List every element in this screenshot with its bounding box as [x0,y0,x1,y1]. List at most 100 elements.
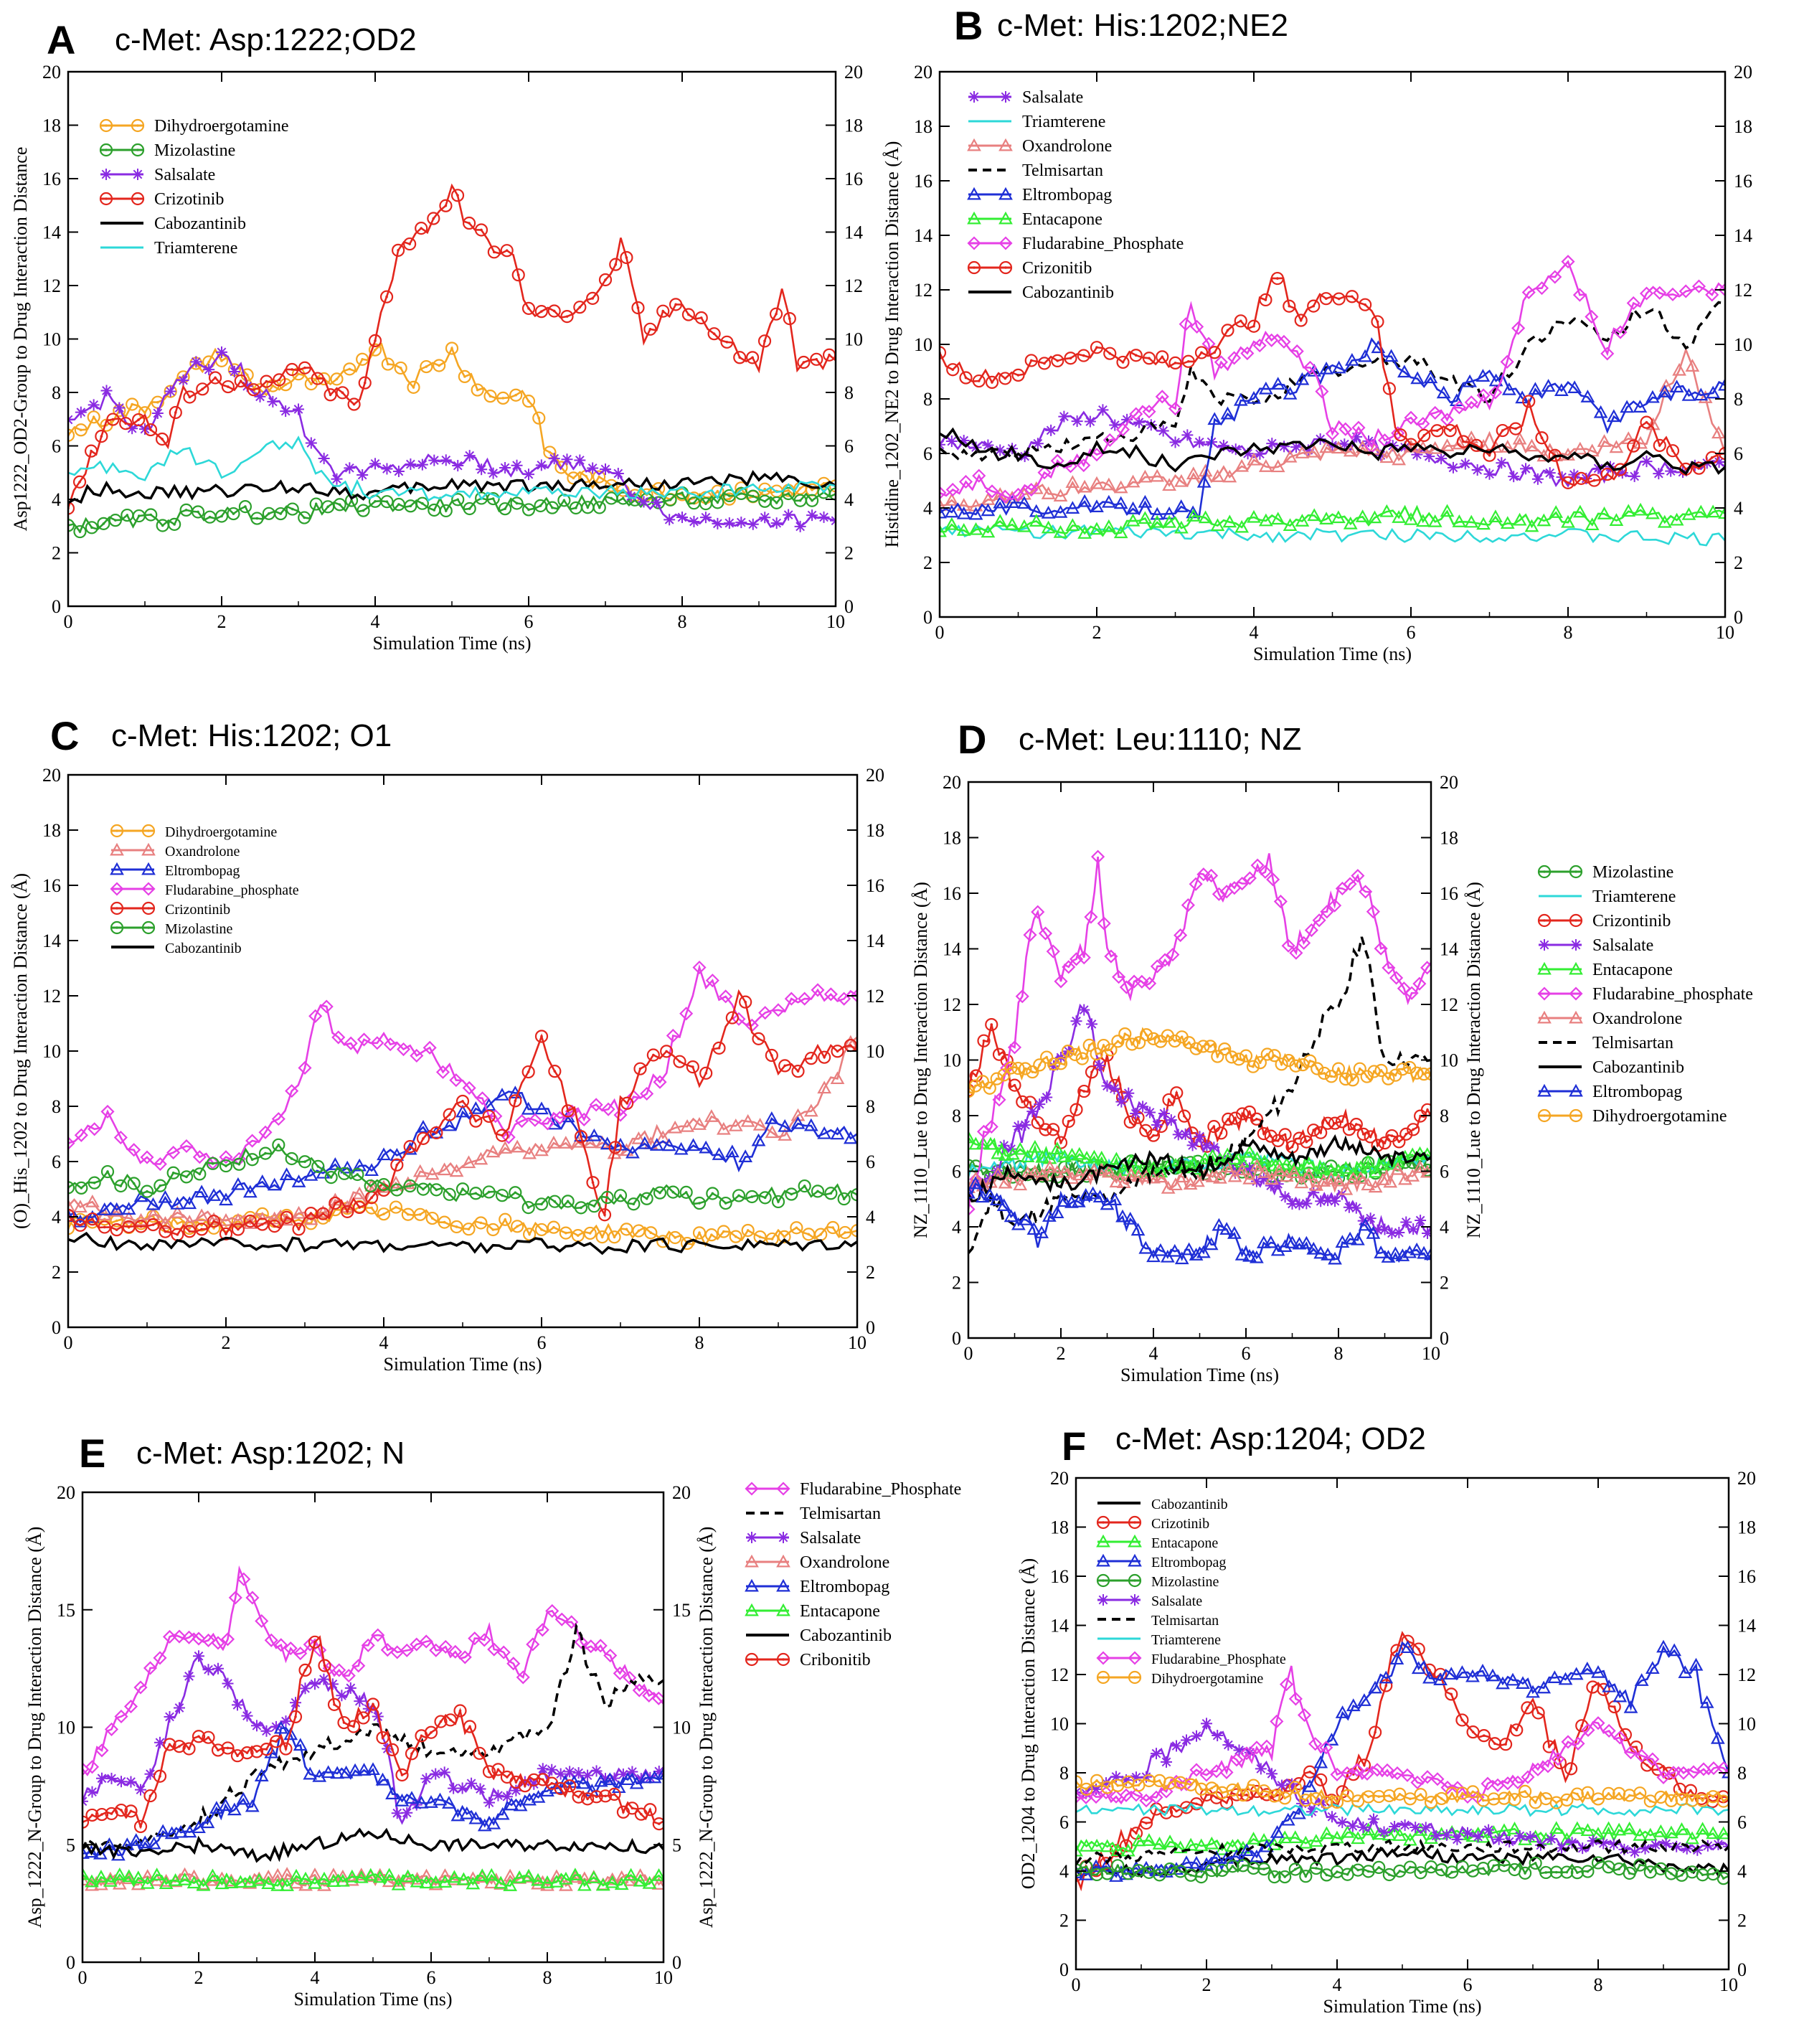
data-point [600,463,611,475]
legend-item: Eltrombopag [745,1578,889,1596]
data-point [523,468,534,481]
data-point [1313,1245,1328,1259]
series-eltrombopag [1076,1639,1729,1882]
data-point [134,1220,148,1233]
data-point [1640,415,1653,429]
data-point [200,1815,215,1829]
data-point [1064,352,1077,365]
data-point [416,1131,430,1145]
legend-item: Mizolastine [99,141,235,160]
data-point [640,1086,654,1101]
data-point [1037,466,1052,480]
data-point [495,1807,510,1820]
data-point [728,1118,743,1131]
data-point [1080,1151,1094,1164]
data-point [1090,522,1104,535]
data-point [528,1113,542,1127]
data-point [1070,1103,1083,1116]
data-point [660,1045,674,1058]
data-point [234,374,247,388]
data-point [1108,1192,1123,1205]
data-point [757,334,772,348]
data-point [1645,1661,1660,1675]
data-point [540,1116,555,1131]
data-point [403,237,417,251]
data-point [984,1119,998,1134]
data-point [289,1868,303,1882]
data-point [1234,1162,1250,1176]
legend-marker [110,842,124,856]
data-point [371,1628,385,1642]
data-point [1328,898,1342,913]
data-point [1354,1171,1368,1185]
data-point [336,1690,348,1702]
data-point [1511,321,1526,335]
data-point [1561,1735,1575,1749]
data-point [219,1192,233,1206]
data-point [1116,1163,1131,1177]
data-point [1633,1786,1647,1800]
legend-marker [110,824,124,838]
data-point [790,1116,806,1129]
data-point [770,517,783,529]
y-tick-label: 20 [42,765,61,786]
data-point [146,1836,161,1850]
data-point [109,1204,124,1217]
legend-marker [1569,986,1583,1001]
legend-label: Fludarabine_phosphate [1592,985,1753,1004]
legend-item: Dihydroergotamine [1096,1670,1263,1687]
data-point [638,1770,653,1784]
data-point [1257,1164,1272,1178]
data-point [752,1117,768,1131]
data-point [1142,352,1156,365]
data-point [1090,1868,1104,1882]
y-tick-label: 18 [1050,1517,1069,1538]
data-point [1011,487,1026,502]
data-point [1250,1151,1265,1164]
data-point [548,453,560,465]
data-point [177,375,189,387]
data-point [1041,1091,1053,1103]
data-point [1689,1657,1704,1671]
data-point [732,1189,746,1202]
data-point [211,1743,225,1757]
data-point [547,1135,561,1149]
legend-item: Salsalate [746,1529,861,1548]
y-tick-label-right: 15 [672,1600,691,1621]
legend: MizolastineTriamtereneCrizontinibSalsala… [1537,863,1753,1126]
data-point [1210,469,1225,482]
data-point [1026,1106,1039,1118]
data-point [298,511,311,524]
data-point [1112,970,1126,984]
data-point [73,524,87,539]
data-point [177,1872,192,1885]
y-tick-label-right: 12 [1737,1664,1756,1685]
data-point [1664,1825,1678,1839]
data-point [1234,1154,1250,1168]
data-point [771,1195,785,1209]
legend-label: Dihydroergotamine [165,824,277,840]
data-point [956,498,971,511]
legend-item: Entacapone [745,1602,880,1621]
data-point [1278,1128,1292,1141]
data-point [814,1228,828,1241]
data-point [293,1647,308,1661]
data-point [1524,1830,1536,1842]
data-point [1129,1788,1143,1802]
data-point [1524,519,1539,532]
y-tick-label: 12 [943,994,961,1015]
x-tick-label: 8 [1564,622,1573,643]
data-point [1699,1695,1714,1708]
data-point [337,1167,351,1180]
data-point [997,1068,1011,1082]
data-point [336,1873,350,1887]
legend-item: Mizolastine [1096,1573,1219,1590]
x-tick-label: 0 [935,622,945,643]
data-point [100,385,113,397]
data-point [442,1796,456,1809]
data-point [186,1869,202,1883]
data-point [404,499,417,513]
data-point [733,351,747,364]
data-point [1070,1015,1082,1027]
data-point [1319,512,1333,524]
